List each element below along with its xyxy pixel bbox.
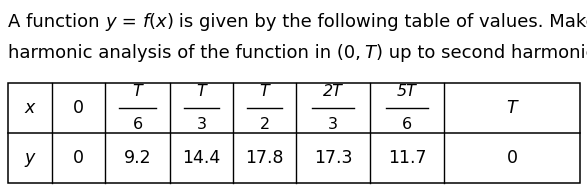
Text: x: x bbox=[156, 13, 166, 31]
Text: T: T bbox=[259, 84, 269, 99]
Text: 17.8: 17.8 bbox=[245, 149, 284, 167]
Text: T: T bbox=[365, 44, 376, 62]
Text: 2: 2 bbox=[259, 117, 269, 132]
Text: 3: 3 bbox=[328, 117, 338, 132]
Text: x: x bbox=[25, 99, 35, 117]
Text: f: f bbox=[143, 13, 149, 31]
Text: (: ( bbox=[149, 13, 156, 31]
Text: 14.4: 14.4 bbox=[183, 149, 221, 167]
Text: 5T: 5T bbox=[397, 84, 417, 99]
Text: 11.7: 11.7 bbox=[388, 149, 426, 167]
Text: A function: A function bbox=[8, 13, 105, 31]
Text: is given by the following table of values. Make a: is given by the following table of value… bbox=[173, 13, 587, 31]
Text: harmonic analysis of the function in (0,: harmonic analysis of the function in (0, bbox=[8, 44, 365, 62]
Text: ): ) bbox=[166, 13, 173, 31]
Text: T: T bbox=[507, 99, 517, 117]
Text: ) up to second harmonics.: ) up to second harmonics. bbox=[376, 44, 587, 62]
Text: 6: 6 bbox=[133, 117, 143, 132]
Text: 2T: 2T bbox=[323, 84, 343, 99]
Text: 17.3: 17.3 bbox=[313, 149, 352, 167]
Text: =: = bbox=[116, 13, 143, 31]
Text: y: y bbox=[25, 149, 35, 167]
Text: 6: 6 bbox=[402, 117, 412, 132]
Text: 3: 3 bbox=[197, 117, 207, 132]
Text: T: T bbox=[197, 84, 207, 99]
Text: 0: 0 bbox=[73, 149, 84, 167]
Text: 9.2: 9.2 bbox=[124, 149, 151, 167]
Text: y: y bbox=[105, 13, 116, 31]
Text: T: T bbox=[133, 84, 143, 99]
Bar bbox=[8, 83, 580, 183]
Text: 0: 0 bbox=[73, 99, 84, 117]
Text: 0: 0 bbox=[507, 149, 518, 167]
